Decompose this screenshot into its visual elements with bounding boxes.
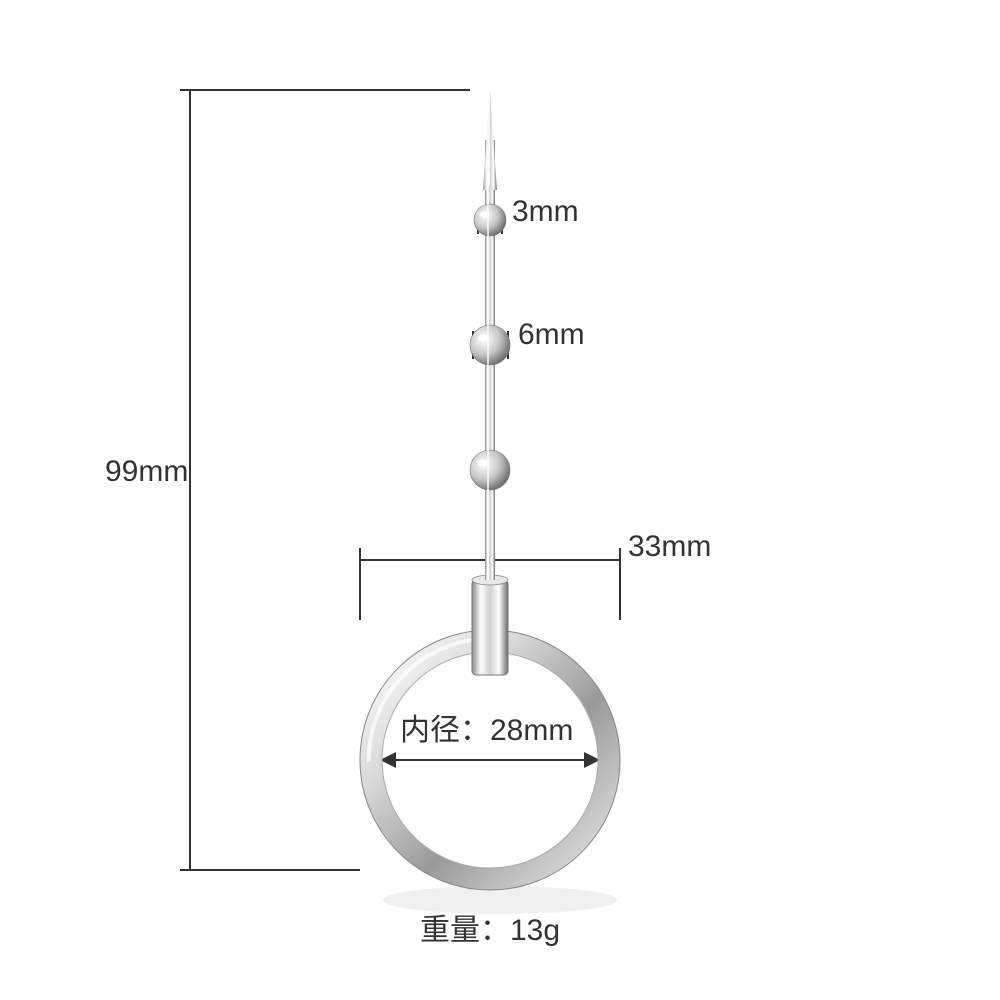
- inner-dia-label: 内径：28mm: [400, 705, 573, 749]
- bead2-dia-label: 6mm: [518, 318, 585, 352]
- weight-label: 重量：13g: [420, 905, 560, 949]
- outer-width-label: 33mm: [628, 530, 711, 564]
- bead1-dia-label: 3mm: [512, 195, 579, 229]
- diagram-svg: [0, 0, 1000, 1000]
- diagram-stage: 99mm 3mm 6mm 33mm 内径：28mm 重量：13g: [0, 0, 1000, 1000]
- height-label: 99mm: [105, 455, 188, 489]
